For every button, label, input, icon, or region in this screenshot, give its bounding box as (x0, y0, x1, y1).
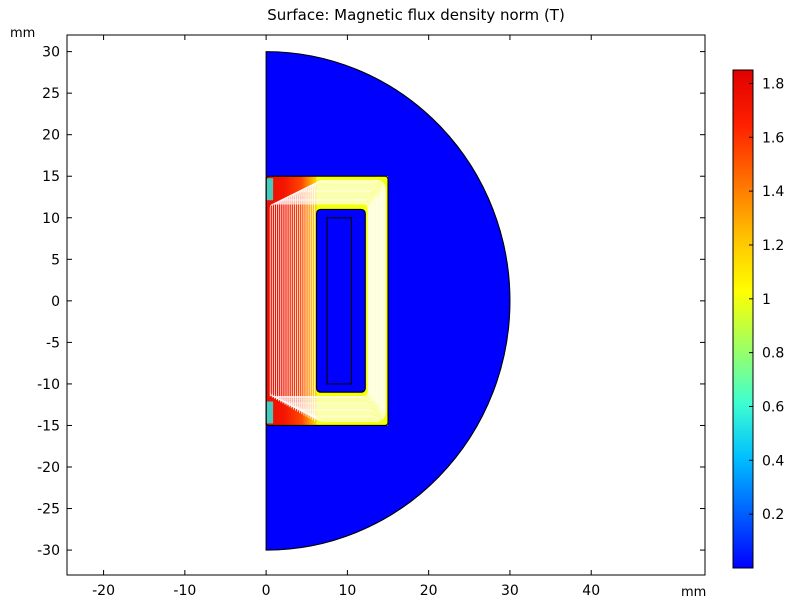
core-outline (265, 175, 389, 427)
y-tick-label: 25 (42, 86, 60, 102)
y-tick-label: -20 (37, 460, 60, 476)
colorbar-tick-label: 1.2 (762, 238, 784, 254)
colorbar-tick-label: 0.2 (762, 507, 784, 523)
geometry-outlines (265, 51, 511, 551)
coil-window (316, 209, 366, 393)
y-tick-label: 10 (42, 211, 60, 227)
x-axis: -20 -10 0 10 20 30 40 (92, 35, 600, 599)
x-axis-unit-label: mm (681, 585, 706, 600)
colorbar-tick-label: 0.4 (762, 453, 784, 469)
x-tick-label: 40 (582, 583, 600, 599)
colorbar-tick-label: 1.6 (762, 130, 784, 146)
plot-frame (66, 34, 706, 576)
x-tick-label: 0 (262, 583, 271, 599)
flux-lines (269, 179, 386, 422)
y-tick-label: 30 (42, 45, 60, 61)
air-region-outline (265, 51, 511, 551)
colorbar-ticks: 1.8 1.6 1.4 1.2 1 0.8 0.6 0.4 0.2 (749, 76, 784, 523)
y-tick-label: 15 (42, 169, 60, 185)
corner-hotspot-top (266, 178, 274, 201)
colorbar-tick-label: 0.6 (762, 399, 784, 415)
y-axis-unit-label: mm (10, 26, 35, 41)
colorbar-tick-label: 0.8 (762, 346, 784, 362)
corner-hotspot-bottom (266, 401, 274, 424)
y-tick-label: -15 (37, 418, 60, 434)
colorbar-tick-label: 1 (762, 292, 771, 308)
coil-window-outline (315, 208, 366, 393)
colorbar-tick-label: 1.4 (762, 184, 784, 200)
y-tick-label: -5 (46, 335, 60, 351)
y-tick-label: -30 (37, 543, 60, 559)
y-tick-label: 5 (51, 252, 60, 268)
colorbar-gradient (732, 69, 754, 569)
chart-title: Surface: Magnetic flux density norm (T) (267, 6, 565, 24)
y-axis: 30 25 20 15 10 5 0 -5 -10 -15 -20 -25 -30 (37, 45, 705, 559)
flux-line (313, 179, 386, 422)
y-tick-label: 0 (51, 294, 60, 310)
x-tick-label: 10 (338, 583, 356, 599)
x-tick-label: -10 (173, 583, 196, 599)
y-tick-label: -10 (37, 377, 60, 393)
x-tick-label: -20 (92, 583, 115, 599)
colorbar: 1.8 1.6 1.4 1.2 1 0.8 0.6 0.4 0.2 (732, 69, 784, 569)
x-tick-label: 20 (420, 583, 438, 599)
x-tick-label: 30 (501, 583, 519, 599)
colorbar-tick-label: 1.8 (762, 76, 784, 92)
y-tick-label: -25 (37, 502, 60, 518)
coil-outline (326, 217, 353, 385)
y-tick-label: 20 (42, 128, 60, 144)
